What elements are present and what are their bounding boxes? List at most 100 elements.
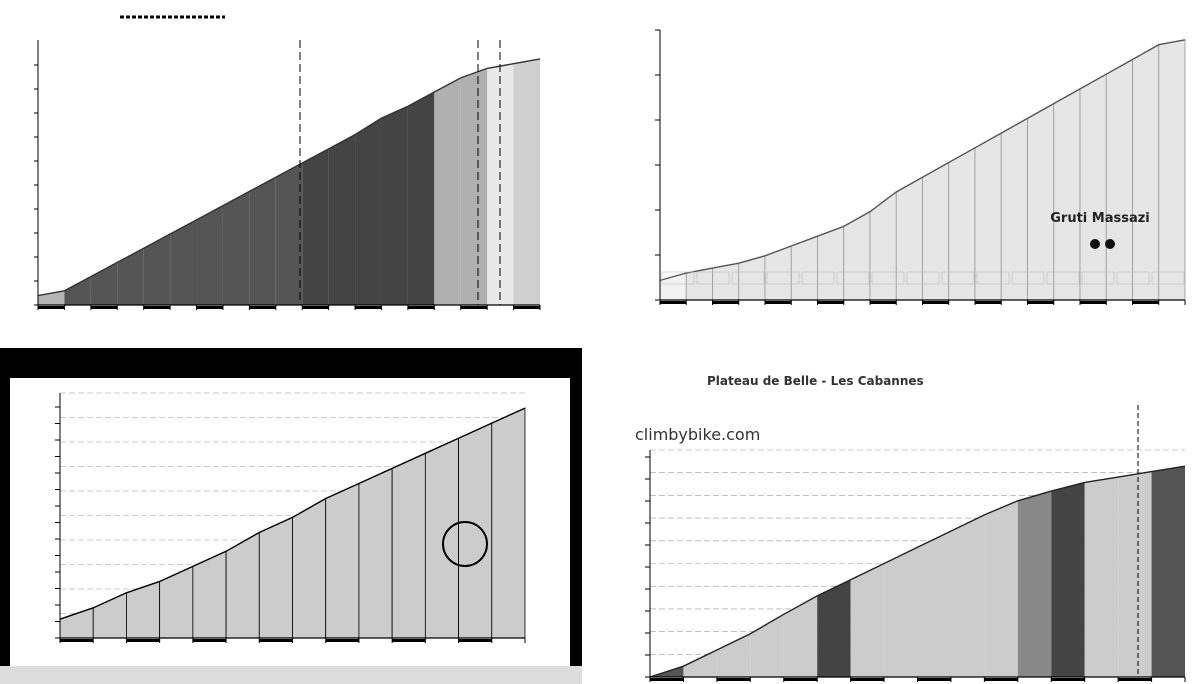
footer-label: Gruti Massazi — [1050, 211, 1150, 226]
profile-segment — [117, 248, 144, 305]
grade-box — [696, 271, 730, 285]
km-bar — [302, 306, 329, 309]
km-bar — [513, 306, 540, 309]
chart-title: Plateau de Belle - Les Cabannes — [707, 374, 924, 388]
profile-segment — [974, 132, 1002, 301]
profile-segment — [513, 58, 540, 305]
profile-segment — [783, 595, 818, 677]
grade-box — [871, 271, 905, 285]
km-bar — [1132, 301, 1159, 304]
profile-segment — [196, 205, 223, 305]
profile-segment — [391, 452, 426, 639]
profile-segment — [712, 262, 740, 301]
km-bar — [60, 639, 94, 642]
profile-segment — [817, 225, 845, 301]
profile-segment — [1158, 39, 1186, 301]
profile-segment — [302, 148, 329, 305]
grade-box — [836, 271, 870, 285]
profile-segment — [984, 500, 1018, 677]
profile-segment — [950, 514, 985, 677]
km-bar — [325, 639, 359, 642]
profile-chart-bottom-right: Plateau de Belle - Les Cabannes climbybik… — [600, 355, 1199, 684]
km-bar — [392, 639, 426, 642]
profile-segment — [895, 176, 923, 301]
grade-box — [1151, 271, 1185, 285]
km-bar — [922, 301, 949, 304]
profile-segment — [1051, 482, 1085, 677]
profile-segment — [948, 147, 976, 301]
profile-chart-top-left-svg — [34, 15, 541, 310]
km-bar — [192, 639, 227, 642]
profile-chart-bottom-right-svg: Plateau de Belle - Les Cabannes climbybik… — [635, 374, 1186, 682]
profile-segment — [170, 219, 197, 305]
profile-segment — [1017, 491, 1052, 677]
profile-segment — [750, 614, 784, 677]
km-bar — [975, 301, 1002, 304]
bike-wheel-icon — [1090, 239, 1100, 249]
profile-chart-top-right: Gruti Massazi — [600, 0, 1199, 330]
km-bar — [850, 678, 885, 681]
km-bar — [407, 306, 435, 309]
grade-box — [1046, 271, 1080, 285]
profile-segment — [917, 531, 951, 677]
profile-line — [37, 58, 541, 297]
profile-segment — [358, 467, 393, 639]
profile-segment — [683, 649, 717, 677]
km-bar — [38, 306, 65, 309]
profile-line — [59, 407, 526, 620]
km-bar — [712, 301, 739, 304]
profile-segment — [1053, 88, 1081, 301]
profile-segment — [249, 177, 276, 305]
profile-segment — [64, 276, 91, 305]
profile-segment — [407, 92, 435, 305]
profile-line — [659, 39, 1186, 282]
profile-segment — [1118, 471, 1152, 677]
compass-icon — [442, 521, 488, 567]
profile-segment — [790, 235, 818, 301]
profile-chart-top-right-svg: Gruti Massazi — [655, 29, 1186, 305]
km-bar — [355, 306, 382, 309]
profile-segment — [38, 290, 65, 305]
km-bar — [259, 639, 293, 642]
grade-box — [906, 271, 940, 285]
km-bar — [917, 678, 951, 681]
km-bar — [196, 306, 223, 309]
profile-segment — [1105, 58, 1133, 301]
profile-segment — [1027, 102, 1055, 301]
profile-segment — [292, 497, 327, 639]
grade-box — [1081, 271, 1115, 285]
profile-segment — [434, 77, 461, 305]
profile-segment — [850, 563, 885, 677]
profile-segment — [817, 579, 851, 677]
profile-segment — [355, 118, 382, 306]
km-bar — [1027, 301, 1054, 304]
profile-segment — [325, 482, 360, 639]
grade-box — [941, 271, 975, 285]
profile-chart-top-left — [0, 0, 590, 330]
km-bar — [1118, 678, 1152, 681]
profile-segment — [1132, 44, 1160, 301]
profile-segment — [884, 547, 918, 677]
grade-box — [766, 271, 800, 285]
profile-segment — [460, 68, 488, 306]
km-bar — [90, 306, 118, 309]
km-bar — [783, 678, 818, 681]
profile-chart-bottom-left — [0, 348, 582, 684]
km-bar — [716, 678, 751, 681]
profile-segment — [1151, 466, 1185, 677]
profile-segment — [1079, 73, 1107, 301]
profile-segment — [258, 516, 293, 639]
km-bar — [1080, 301, 1107, 304]
bike-wheel-icon — [1105, 239, 1115, 249]
km-bar — [249, 306, 276, 309]
km-bar — [458, 639, 492, 642]
grade-box — [1116, 271, 1150, 285]
profile-segment — [328, 134, 356, 305]
km-bar — [870, 301, 897, 304]
profile-segment — [381, 106, 408, 305]
profile-segment — [1000, 117, 1028, 301]
profile-segment — [424, 437, 459, 639]
grade-box — [661, 271, 695, 285]
grade-box — [976, 271, 1010, 285]
km-bar — [650, 678, 684, 681]
